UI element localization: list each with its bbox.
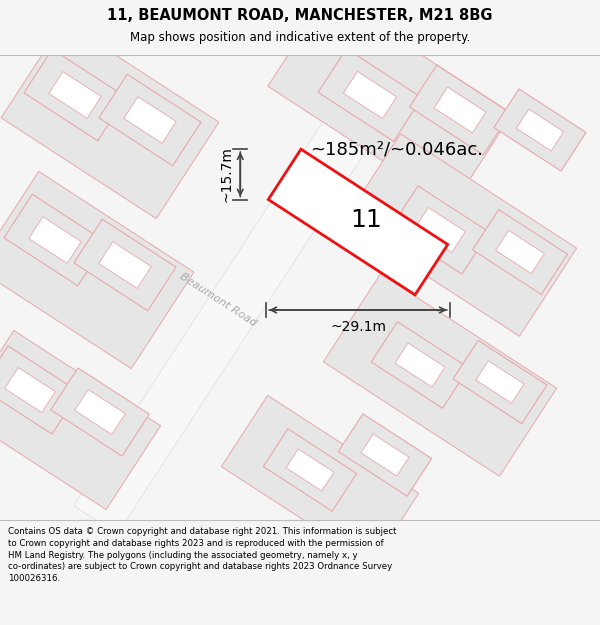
Polygon shape [453, 341, 547, 424]
Text: Map shows position and indicative extent of the property.: Map shows position and indicative extent… [130, 31, 470, 44]
Polygon shape [0, 171, 194, 369]
Polygon shape [5, 368, 55, 413]
Polygon shape [0, 331, 161, 509]
Polygon shape [74, 219, 176, 311]
Polygon shape [343, 134, 577, 336]
Polygon shape [318, 49, 422, 141]
Polygon shape [516, 109, 564, 151]
Polygon shape [0, 346, 79, 434]
Polygon shape [395, 343, 445, 387]
Text: Contains OS data © Crown copyright and database right 2021. This information is : Contains OS data © Crown copyright and d… [8, 527, 397, 583]
Polygon shape [323, 274, 557, 476]
Polygon shape [361, 434, 409, 476]
Polygon shape [99, 74, 201, 166]
Polygon shape [415, 208, 466, 252]
Polygon shape [286, 449, 334, 491]
Polygon shape [391, 186, 489, 274]
Polygon shape [409, 65, 511, 155]
Polygon shape [496, 231, 544, 274]
Polygon shape [343, 71, 397, 119]
Polygon shape [263, 429, 356, 511]
Polygon shape [473, 209, 568, 294]
Polygon shape [221, 396, 419, 564]
Polygon shape [1, 21, 219, 219]
Polygon shape [268, 0, 512, 206]
Polygon shape [124, 97, 176, 143]
Polygon shape [29, 217, 81, 263]
Polygon shape [24, 49, 126, 141]
Polygon shape [74, 36, 422, 534]
Polygon shape [74, 389, 125, 434]
Text: ~29.1m: ~29.1m [330, 320, 386, 334]
Text: ~185m²/~0.046ac.: ~185m²/~0.046ac. [310, 141, 483, 159]
Polygon shape [49, 72, 101, 118]
Polygon shape [434, 87, 486, 133]
Polygon shape [99, 242, 151, 288]
Polygon shape [51, 368, 149, 456]
Polygon shape [338, 414, 431, 496]
Polygon shape [371, 322, 469, 408]
Polygon shape [476, 361, 524, 403]
Polygon shape [4, 194, 106, 286]
Text: ~15.7m: ~15.7m [219, 146, 233, 202]
Text: 11: 11 [350, 208, 382, 232]
Polygon shape [268, 149, 448, 295]
Text: Beaumont Road: Beaumont Road [178, 271, 258, 329]
Polygon shape [494, 89, 586, 171]
Text: 11, BEAUMONT ROAD, MANCHESTER, M21 8BG: 11, BEAUMONT ROAD, MANCHESTER, M21 8BG [107, 8, 493, 22]
